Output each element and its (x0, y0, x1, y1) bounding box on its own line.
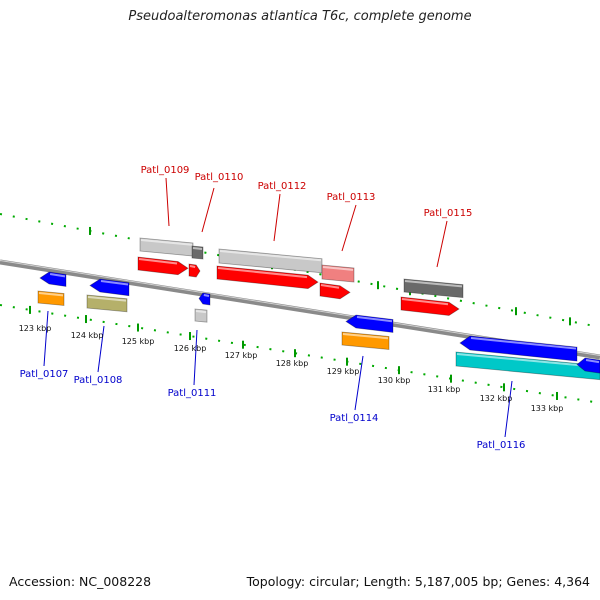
gene-patl-0112-cds-sheen (219, 250, 322, 262)
scale-label: 126 kbp (174, 344, 207, 353)
gene-patl-0114-cds-sheen (342, 333, 389, 340)
gene-labels: Patl_0109 Patl_0110 Patl_0112 Patl_0113 Patl… (20, 165, 526, 451)
gene-patl-0109-arrow (137, 256, 189, 276)
gene-features (37, 237, 600, 381)
scale-label: 132 kbp (480, 394, 513, 403)
scale-label: 133 kbp (531, 404, 564, 413)
scale-label: 128 kbp (276, 359, 309, 368)
gene-patl-0115-cds (403, 278, 464, 299)
lower-gene-label: Patl_0108 (74, 375, 123, 386)
upper-leader-line (341, 204, 357, 252)
lower-gene-label: Patl_0116 (477, 440, 526, 451)
gene-patl-0116-cds (455, 351, 600, 381)
map-title: Pseudoalteromonas atlantica T6c, complet… (128, 9, 472, 24)
scale-labels: 123 kbp 124 kbp 125 kbp 126 kbp 127 kbp 128 k… (19, 324, 564, 413)
scale-label: 129 kbp (327, 367, 360, 376)
upper-gene-label: Patl_0109 (141, 165, 190, 176)
label-leaders (43, 177, 513, 438)
scale-label: 127 kbp (225, 351, 258, 360)
gene-patl-0113-arrow-sheen (320, 284, 340, 289)
gene-patl-0111-arrow-sheen (203, 294, 210, 297)
gene-patl-0109-cds-sheen (140, 239, 193, 246)
gene-patl-0110-arrow-sheen (189, 265, 196, 268)
lower-gene-label: Patl_0111 (168, 388, 217, 399)
gene-patl-0111-cds-sheen (195, 310, 207, 314)
gene-patl-0107-cds-sheen (38, 292, 64, 297)
gene-patl-0112-arrow (216, 265, 319, 290)
genome-summary-text: Topology: circular; Length: 5,187,005 bp… (246, 574, 590, 589)
gene-patl-0110-cds-sheen (192, 247, 203, 250)
upper-leader-line (273, 193, 281, 242)
accession-text: Accession: NC_008228 (9, 574, 152, 589)
scale-label: 125 kbp (122, 337, 155, 346)
gene-patl-0115-arrow-sheen (401, 298, 449, 306)
upper-gene-label: Patl_0115 (424, 208, 473, 219)
gene-patl-0108-cds-sheen (87, 296, 127, 302)
upper-ruler-dots (0, 213, 600, 328)
gene-patl-0114-arrow-sheen (356, 316, 393, 323)
upper-leader-line (165, 177, 170, 227)
gene-patl-0112-arrow-sheen (217, 267, 308, 279)
scale-label: 131 kbp (428, 385, 461, 394)
gene-patl-0115-cds-sheen (404, 280, 463, 288)
gene-patl-0117-arrow-sheen (585, 359, 600, 364)
gene-patl-0113-cds-sheen (322, 266, 354, 271)
lower-gene-label: Patl_0114 (330, 413, 379, 424)
upper-leader-line (201, 187, 215, 233)
gene-patl-0108-arrow-sheen (100, 280, 129, 286)
lower-leader-line (504, 380, 513, 438)
gene-patl-0116-arrow (459, 335, 578, 362)
gene-patl-0116-cds-sheen (456, 353, 600, 368)
gene-patl-0116-arrow-sheen (470, 337, 577, 350)
upper-gene-label: Patl_0110 (195, 172, 244, 183)
lower-leader-line (43, 310, 49, 367)
gene-patl-0109-arrow-sheen (138, 258, 178, 265)
scale-label: 124 kbp (71, 331, 104, 340)
upper-ruler (0, 213, 600, 328)
upper-leader-line (436, 220, 448, 268)
gene-patl-0115-arrow (400, 296, 460, 316)
lower-gene-label: Patl_0107 (20, 369, 69, 380)
upper-gene-label: Patl_0112 (258, 181, 307, 192)
lower-leader-line (193, 329, 198, 386)
lower-leader-line (97, 325, 105, 373)
upper-gene-label: Patl_0113 (327, 192, 376, 203)
gene-patl-0107-arrow-sheen (49, 273, 66, 278)
scale-label: 130 kbp (378, 376, 411, 385)
scale-label: 123 kbp (19, 324, 52, 333)
lower-leader-line (354, 355, 364, 411)
